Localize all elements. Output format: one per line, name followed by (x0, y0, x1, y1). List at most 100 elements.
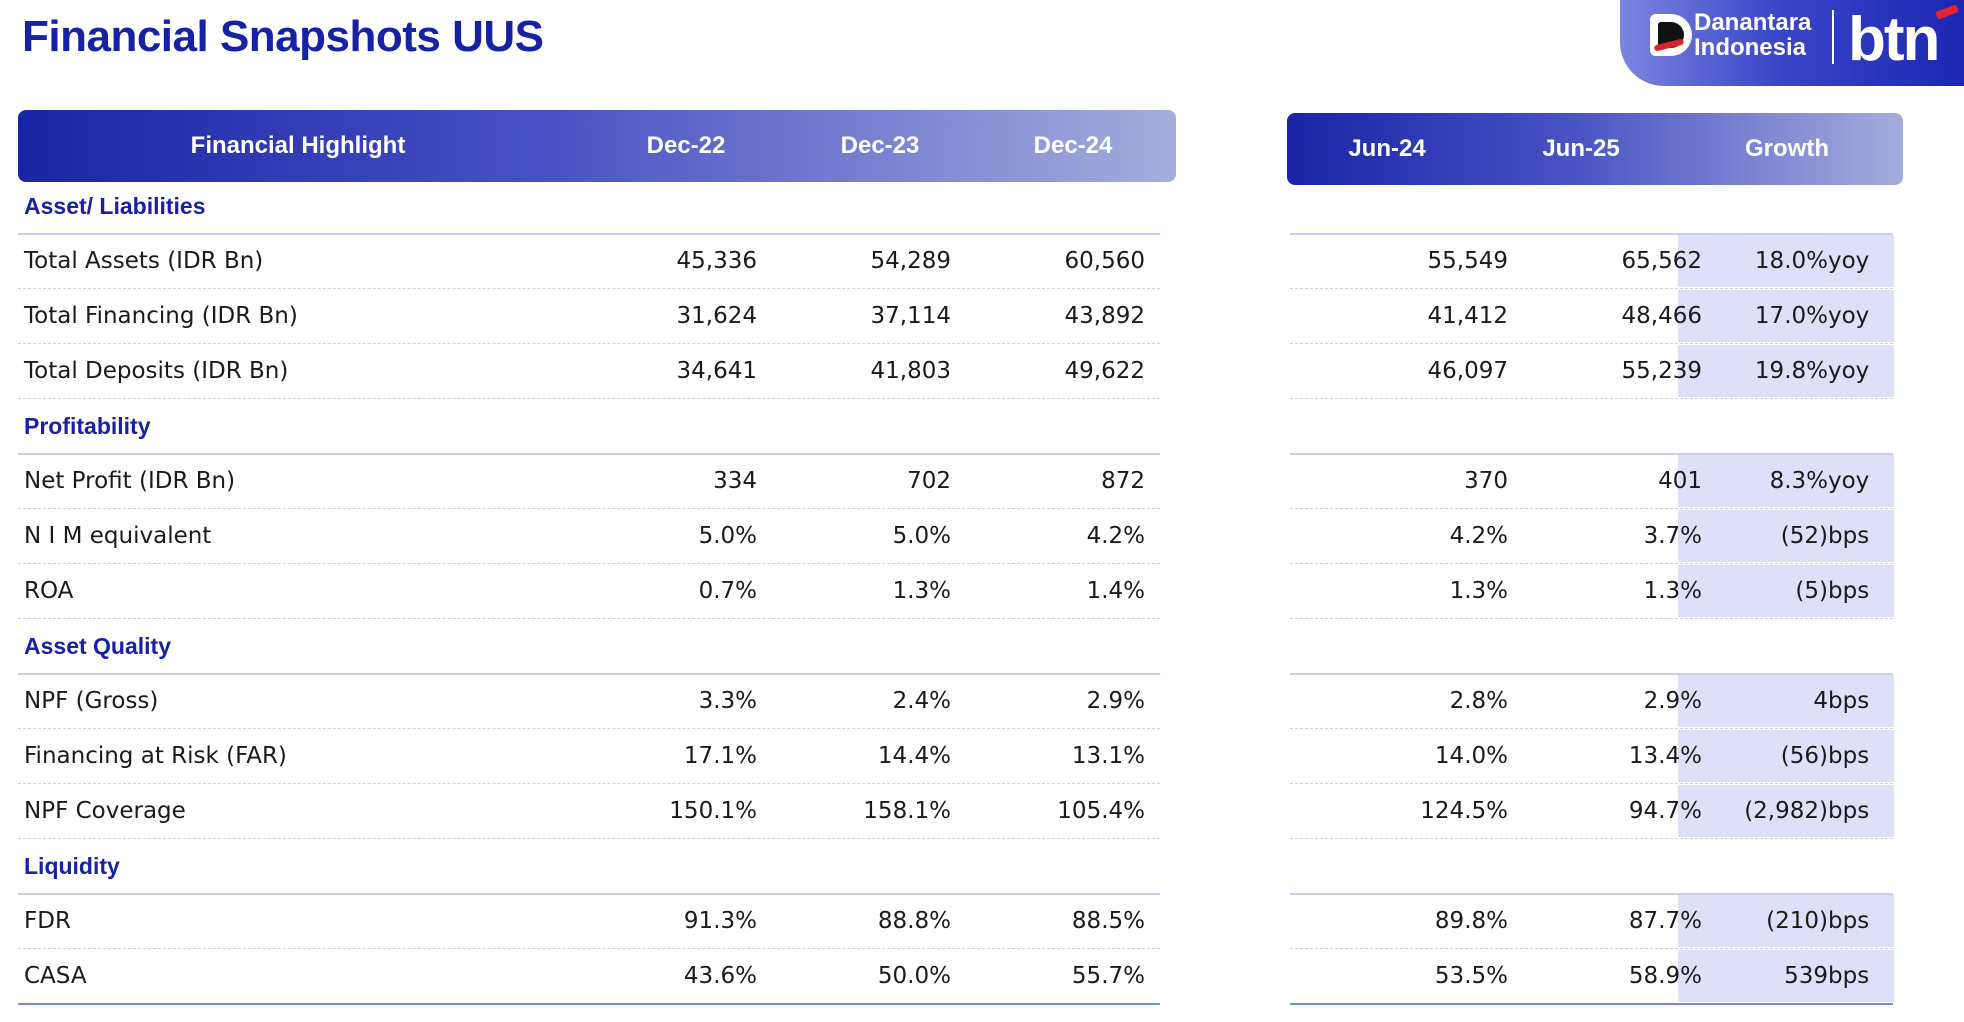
cell-growth: 8.3% (1769, 468, 1828, 494)
cell-dec-24: 60,560 (1064, 248, 1145, 274)
cell-dec-23: 41,803 (870, 358, 951, 384)
growth-highlight (1678, 950, 1894, 1002)
cell-jun-25: 13.4% (1628, 743, 1702, 769)
growth-highlight (1678, 455, 1894, 507)
row-label: Total Deposits (IDR Bn) (24, 358, 289, 384)
page-title: Financial Snapshots UUS (22, 12, 544, 61)
section-row-right (1290, 179, 1893, 235)
cell-dec-23: 702 (907, 468, 951, 494)
btn-accent-mark (1935, 4, 1959, 20)
cell-jun-25: 94.7% (1628, 798, 1702, 824)
cell-growth: (2,982) (1744, 798, 1828, 824)
section-title: Asset Quality (24, 633, 171, 659)
btn-wordmark: btn (1848, 5, 1940, 74)
cell-dec-23: 14.4% (877, 743, 951, 769)
cell-dec-22: 5.0% (698, 523, 757, 549)
table-row-right: 53.5% 58.9% 539 bps (1290, 949, 1894, 1005)
growth-highlight (1678, 345, 1894, 397)
cell-growth: 19.8% (1754, 358, 1828, 384)
cell-jun-24: 41,412 (1427, 303, 1508, 329)
left-table-header: Financial Highlight Dec-22 Dec-23 Dec-24 (18, 110, 1176, 182)
growth-highlight (1678, 895, 1894, 947)
table-row-right: 124.5% 94.7% (2,982) bps (1290, 784, 1894, 839)
cell-jun-25: 1.3% (1643, 578, 1702, 604)
section-row-right (1290, 619, 1893, 675)
cell-growth: 17.0% (1754, 303, 1828, 329)
section-row: Asset Quality (18, 619, 1160, 675)
cell-jun-24: 124.5% (1420, 798, 1508, 824)
table-row: N I M equivalent 5.0% 5.0% 4.2% (18, 509, 1160, 564)
table-row: Total Assets (IDR Bn) 45,336 54,289 60,560 (18, 234, 1160, 289)
cell-growth-unit: bps (1828, 798, 1870, 824)
growth-highlight (1678, 675, 1894, 727)
growth-highlight (1678, 235, 1894, 287)
header-dec-23: Dec-23 (840, 132, 920, 159)
cell-dec-24: 105.4% (1057, 798, 1145, 824)
cell-dec-24: 43,892 (1064, 303, 1145, 329)
danantara-wordmark: Danantara Indonesia (1694, 9, 1812, 61)
growth-highlight (1678, 565, 1894, 617)
growth-highlight (1678, 730, 1894, 782)
cell-growth-unit: bps (1828, 688, 1870, 714)
section-title: Liquidity (24, 853, 120, 879)
cell-dec-24: 88.5% (1071, 908, 1145, 934)
row-label: FDR (24, 908, 71, 934)
cell-dec-23: 158.1% (863, 798, 951, 824)
table-row-right: 4.2% 3.7% (52) bps (1290, 509, 1894, 564)
row-label: N I M equivalent (24, 523, 212, 549)
cell-dec-24: 13.1% (1071, 743, 1145, 769)
cell-jun-24: 53.5% (1434, 963, 1508, 989)
cell-dec-23: 54,289 (870, 248, 951, 274)
cell-dec-24: 872 (1101, 468, 1145, 494)
table-row: Net Profit (IDR Bn) 334 702 872 (18, 454, 1160, 509)
cell-dec-24: 4.2% (1086, 523, 1145, 549)
cell-jun-24: 55,549 (1427, 248, 1508, 274)
cell-growth: (210) (1766, 908, 1828, 934)
section-row-right (1290, 399, 1893, 455)
growth-highlight (1678, 785, 1894, 837)
cell-growth-unit: bps (1828, 963, 1870, 989)
cell-growth: 4 (1813, 688, 1828, 714)
cell-dec-23: 88.8% (877, 908, 951, 934)
table-row-right: 55,549 65,562 18.0% yoy (1290, 234, 1894, 289)
cell-jun-24: 1.3% (1449, 578, 1508, 604)
table-row: Total Deposits (IDR Bn) 34,641 41,803 49,62… (18, 344, 1160, 399)
cell-dec-23: 5.0% (892, 523, 951, 549)
cell-dec-23: 37,114 (870, 303, 951, 329)
cell-growth-unit: yoy (1828, 248, 1870, 274)
cell-dec-22: 17.1% (683, 743, 757, 769)
table-row-right: 1.3% 1.3% (5) bps (1290, 564, 1894, 619)
header-growth: Growth (1745, 135, 1829, 162)
table-row: ROA 0.7% 1.3% 1.4% (18, 564, 1160, 619)
cell-jun-25: 58.9% (1628, 963, 1702, 989)
cell-dec-23: 1.3% (892, 578, 951, 604)
table-row-right: 46,097 55,239 19.8% yoy (1290, 344, 1894, 399)
cell-growth: (5) (1795, 578, 1828, 604)
cell-growth-unit: bps (1828, 908, 1870, 934)
cell-growth: 539 (1784, 963, 1828, 989)
header-jun-24: Jun-24 (1348, 135, 1426, 162)
row-label: Financing at Risk (FAR) (24, 743, 287, 769)
section-title: Profitability (24, 413, 151, 439)
section-row: Asset/ Liabilities (18, 179, 1160, 235)
growth-highlight (1678, 510, 1894, 562)
section-row: Profitability (18, 399, 1160, 455)
table-row: Financing at Risk (FAR) 17.1% 14.4% 13.1% (18, 729, 1160, 784)
cell-dec-22: 31,624 (676, 303, 757, 329)
row-label: NPF Coverage (24, 798, 186, 824)
cell-growth-unit: bps (1828, 578, 1870, 604)
cell-dec-24: 55.7% (1071, 963, 1145, 989)
header-dec-22: Dec-22 (646, 132, 726, 159)
cell-dec-22: 150.1% (669, 798, 757, 824)
header-dec-24: Dec-24 (1033, 132, 1113, 159)
cell-jun-25: 401 (1658, 468, 1702, 494)
cell-jun-24: 46,097 (1427, 358, 1508, 384)
row-label: NPF (Gross) (24, 688, 159, 714)
cell-dec-22: 3.3% (698, 688, 757, 714)
cell-growth-unit: yoy (1828, 468, 1870, 494)
table-row-right: 89.8% 87.7% (210) bps (1290, 894, 1894, 949)
right-table-header: Jun-24 Jun-25 Growth (1287, 113, 1903, 185)
cell-dec-22: 334 (713, 468, 757, 494)
row-label: Total Financing (IDR Bn) (24, 303, 298, 329)
cell-growth-unit: yoy (1828, 358, 1870, 384)
